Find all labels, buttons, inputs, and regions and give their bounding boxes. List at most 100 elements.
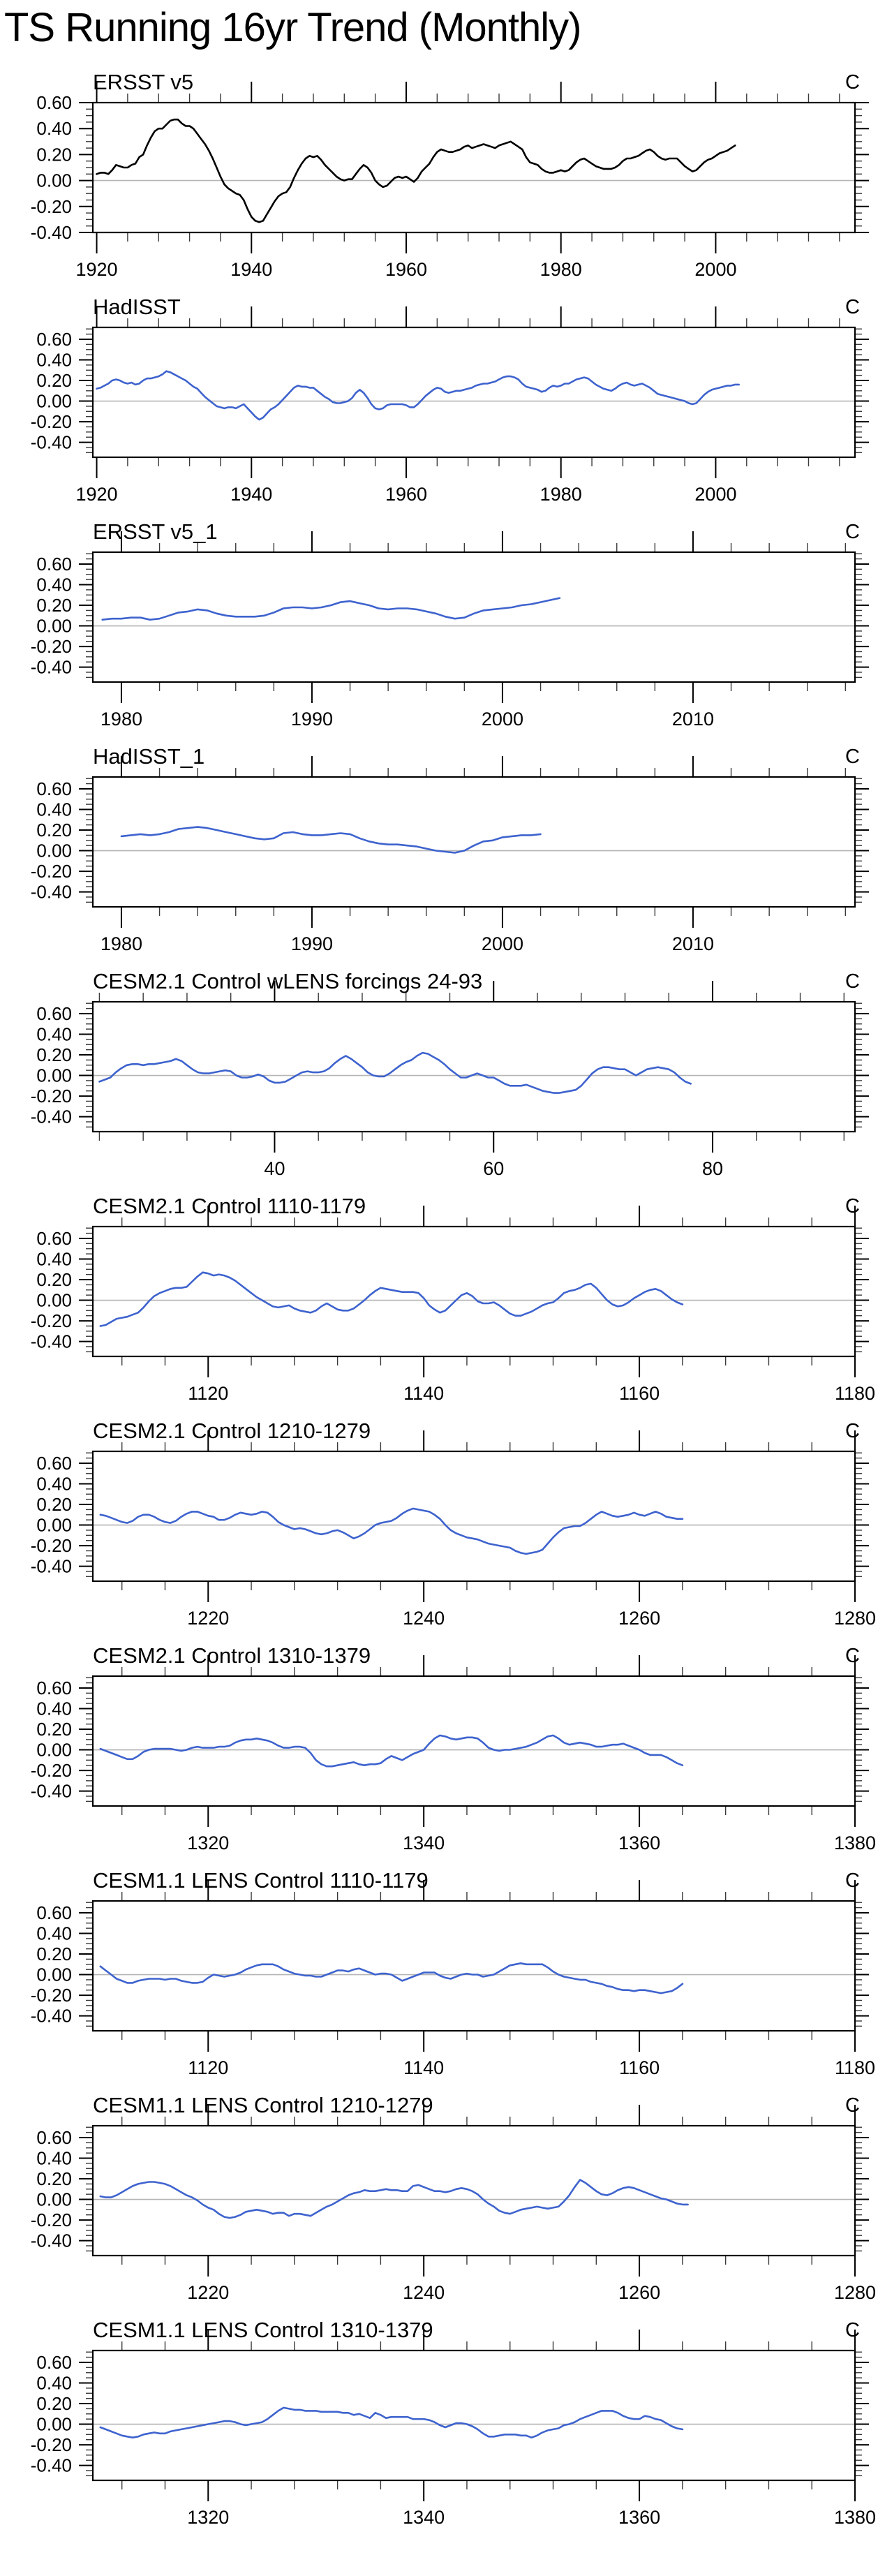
plot-frame xyxy=(91,2124,856,2257)
panel-header: CESM1.1 LENS Control 1110-1179 C xyxy=(0,1867,878,1893)
x-tick-label: 1980 xyxy=(101,709,142,730)
panel-ersst-v5-1: ERSST v5_1 C 1980 1990 2000 2010 0.60 0.40 0.2… xyxy=(0,519,878,743)
plot-frame xyxy=(91,326,856,459)
unit-label: C xyxy=(845,71,860,94)
panel-plot: 1320 1340 1360 1380 0.600.400.200.00-0.20-0.… xyxy=(31,1655,876,1853)
panel-plot: 1980 1990 2000 2010 0.600.400.200.00-0.20-0.… xyxy=(31,531,869,730)
trend-line xyxy=(120,826,542,854)
x-tick-label: 1380 xyxy=(834,2507,876,2528)
trend-line xyxy=(99,2179,689,2219)
y-tick-label: 0.40 xyxy=(36,2373,72,2394)
y-tick-label: 0.40 xyxy=(36,575,72,595)
unit-label: C xyxy=(845,746,860,768)
panel-plot: 1320 1340 1360 1380 0.600.400.200.00-0.20-0.… xyxy=(31,2330,876,2528)
y-tick-label: 0.00 xyxy=(36,391,72,412)
y-tick-label: 0.40 xyxy=(36,1698,72,1719)
y-tick-label: 0.60 xyxy=(36,1003,72,1024)
plot-frame xyxy=(91,2349,856,2482)
unit-label: C xyxy=(845,1645,860,1667)
y-tick-label: -0.20 xyxy=(31,1985,72,2006)
y-tick-label: 0.00 xyxy=(36,1065,72,1086)
y-tick-label: -0.20 xyxy=(31,636,72,657)
y-tick-label: -0.20 xyxy=(31,411,72,432)
panel-plot: 1220 1240 1260 1280 0.600.400.200.00-0.20-0.… xyxy=(31,1430,876,1629)
panel-title: ERSST v5_1 xyxy=(93,519,218,544)
plot-frame xyxy=(91,776,856,908)
y-tick-label: 0.20 xyxy=(36,1719,72,1740)
unit-label: C xyxy=(845,296,860,318)
x-tick-label: 1940 xyxy=(230,484,272,505)
y-tick-label: 0.40 xyxy=(36,1024,72,1045)
trend-line xyxy=(99,1734,684,1768)
page-title: TS Running 16yr Trend (Monthly) xyxy=(4,5,581,50)
panel-title: HadISST xyxy=(93,295,181,319)
plot-frame xyxy=(91,1000,856,1133)
panel-title: CESM2.1 Control 1110-1179 xyxy=(93,1194,366,1218)
panels-container: ERSST v5 C 1920 1940 1960 1980 2000 0.60 0.40 0… xyxy=(0,69,878,2542)
x-tick-label: 1920 xyxy=(76,484,118,505)
y-tick-label: 0.20 xyxy=(36,1494,72,1515)
panel-header: CESM2.1 Control 1210-1279 C xyxy=(0,1418,878,1443)
y-tick-label: 0.40 xyxy=(36,1923,72,1944)
x-tick-label: 1980 xyxy=(540,484,582,505)
x-tick-label: 60 xyxy=(483,1158,504,1179)
panel-plot: 1920 1940 1960 1980 2000 0.60 0.40 0.20 0.00 -0.2… xyxy=(31,82,869,280)
unit-label: C xyxy=(845,521,860,543)
panel-header: CESM2.1 Control 1310-1379 C xyxy=(0,1643,878,1668)
y-tick-label: -0.20 xyxy=(31,1310,72,1331)
trend-line xyxy=(99,2406,684,2438)
y-tick-label: -0.20 xyxy=(31,861,72,882)
x-tick-label: 1320 xyxy=(187,1833,229,1853)
y-tick-label: 0.60 xyxy=(36,2127,72,2148)
y-tick-label: 0.20 xyxy=(36,2393,72,2414)
trend-line xyxy=(99,1507,684,1555)
plot-frame xyxy=(91,1900,856,2032)
x-tick-label: 1160 xyxy=(619,2057,660,2078)
y-tick-label: -0.40 xyxy=(31,657,72,678)
unit-label: C xyxy=(845,2319,860,2341)
x-tick-label: 1280 xyxy=(834,1608,876,1629)
x-tick-label: 80 xyxy=(702,1158,723,1179)
panel-plot: 1120 1140 1160 1180 0.600.400.200.00-0.20-0.… xyxy=(31,1206,875,1404)
x-tick-label: 1180 xyxy=(835,2057,875,2078)
panel-plot: 40 60 80 0.600.400.200.00-0.20-0.40 xyxy=(31,981,869,1179)
y-tick-label: 0.60 xyxy=(36,2352,72,2373)
panel-title: CESM2.1 Control 1210-1279 xyxy=(93,1419,371,1443)
x-tick-label: 1960 xyxy=(385,259,427,280)
x-tick-label: 1360 xyxy=(618,1833,660,1853)
x-tick-label: 1180 xyxy=(835,1383,875,1404)
panel-cesm21-1210: CESM2.1 Control 1210-1279 C 1220 1240 1260… xyxy=(0,1418,878,1643)
panel-header: HadISST_1 C xyxy=(0,743,878,769)
trend-line xyxy=(96,118,736,223)
y-tick-label: 0.20 xyxy=(36,2168,72,2189)
x-tick-label: 1340 xyxy=(403,1833,445,1853)
y-tick-label: 0.00 xyxy=(36,1290,72,1311)
y-tick-label: -0.40 xyxy=(31,1556,72,1577)
y-tick-label: 0.20 xyxy=(36,1044,72,1065)
y-tick-label: -0.40 xyxy=(31,1331,72,1352)
panel-title: ERSST v5 xyxy=(93,70,194,94)
panel-cesm21-wlens: CESM2.1 Control wLENS forcings 24-93 C 4… xyxy=(0,968,878,1193)
y-tick-label: 0.60 xyxy=(36,1678,72,1698)
y-tick-label: -0.40 xyxy=(31,432,72,453)
y-tick-label: -0.20 xyxy=(31,2209,72,2230)
x-tick-label: 2010 xyxy=(672,933,714,954)
x-tick-label: 2000 xyxy=(694,259,736,280)
x-tick-label: 1240 xyxy=(403,2282,445,2303)
trend-line xyxy=(99,1962,684,1994)
y-tick-label: 0.20 xyxy=(36,820,72,841)
y-tick-label: 0.20 xyxy=(36,144,72,165)
y-tick-label: -0.40 xyxy=(31,882,72,903)
y-tick-label: 0.00 xyxy=(36,2189,72,2210)
panel-cesm21-1310: CESM2.1 Control 1310-1379 C 1320 1340 1360… xyxy=(0,1643,878,1867)
unit-label: C xyxy=(845,2094,860,2117)
y-tick-label: 0.60 xyxy=(36,1228,72,1249)
x-tick-label: 1220 xyxy=(187,2282,229,2303)
panel-cesm11-1310: CESM1.1 LENS Control 1310-1379 C 1320 134… xyxy=(0,2317,878,2542)
trend-line xyxy=(96,370,740,421)
panel-header: CESM2.1 Control 1110-1179 C xyxy=(0,1193,878,1218)
y-tick-label: 0.60 xyxy=(36,778,72,799)
y-tick-label: 0.40 xyxy=(36,1474,72,1495)
y-tick-label: 0.20 xyxy=(36,1269,72,1290)
panel-hadisst: HadISST C 1920 1940 1960 1980 2000 0.60 0.40 0.… xyxy=(0,294,878,519)
